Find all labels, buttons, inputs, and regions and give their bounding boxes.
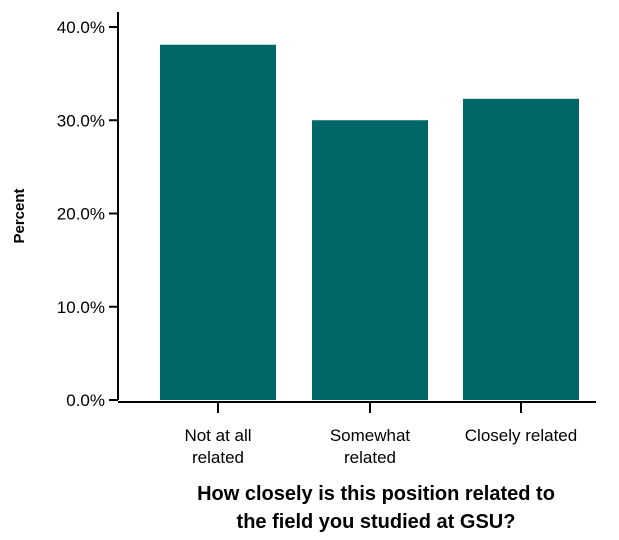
y-tick-label: 0.0% xyxy=(66,391,105,410)
y-axis-title: Percent xyxy=(11,188,28,243)
x-tick-label: Somewhat xyxy=(330,426,411,445)
bar xyxy=(312,120,428,400)
bar xyxy=(463,98,579,401)
y-tick-label: 20.0% xyxy=(57,205,105,224)
x-axis: Not at all related Somewhat related Closely … xyxy=(118,401,596,467)
y-axis: 0.0% 10.0% 20.0% 30.0% 40.0% xyxy=(57,12,119,410)
bars xyxy=(160,44,579,401)
x-axis-title-line: the field you studied at GSU? xyxy=(237,511,516,533)
x-tick-label: Closely related xyxy=(465,426,577,445)
y-tick-label: 30.0% xyxy=(57,111,105,130)
x-axis-title-line: How closely is this position related to xyxy=(197,483,555,505)
x-axis-title: How closely is this position related to t… xyxy=(197,483,555,533)
y-tick-label: 40.0% xyxy=(57,18,105,37)
bar xyxy=(160,44,276,400)
x-tick-label: Not at all xyxy=(184,426,251,445)
x-tick-label: related xyxy=(192,448,244,467)
y-tick-label: 10.0% xyxy=(57,298,105,317)
x-tick-label: related xyxy=(344,448,396,467)
